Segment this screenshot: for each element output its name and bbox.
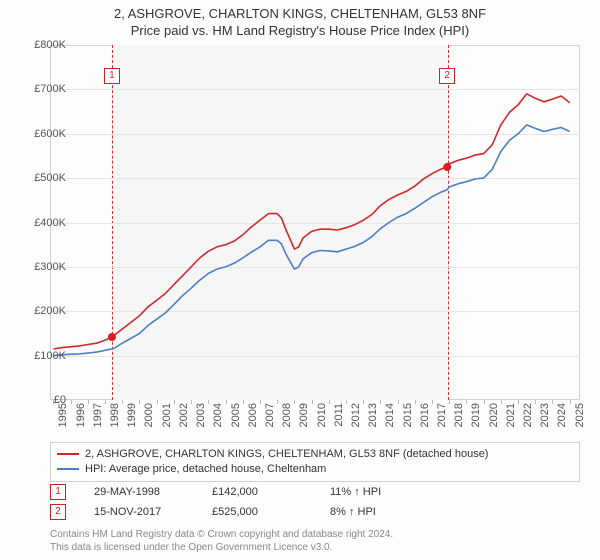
x-axis-tick-label: 1997 (92, 403, 104, 427)
x-axis-tick-label: 2019 (470, 403, 482, 427)
chart-title-line1: 2, ASHGROVE, CHARLTON KINGS, CHELTENHAM,… (0, 6, 600, 21)
y-axis-tick-label: £600K (20, 128, 66, 140)
transaction-row: 2 15-NOV-2017 £525,000 8% ↑ HPI (50, 502, 580, 522)
x-axis-tick-label: 2025 (574, 403, 586, 427)
x-axis-tick-label: 2007 (264, 403, 276, 427)
copyright-text: Contains HM Land Registry data © Crown c… (50, 529, 580, 554)
y-axis-tick-label: £100K (20, 350, 66, 362)
x-axis-tick-label: 2001 (161, 403, 173, 427)
x-axis-tick-label: 2003 (195, 403, 207, 427)
legend-label: 2, ASHGROVE, CHARLTON KINGS, CHELTENHAM,… (85, 447, 488, 461)
x-axis-tick-label: 2008 (281, 403, 293, 427)
chart-container: 2, ASHGROVE, CHARLTON KINGS, CHELTENHAM,… (0, 0, 600, 560)
legend-item-hpi: HPI: Average price, detached house, Chel… (57, 462, 573, 476)
x-axis-tick-label: 2021 (505, 403, 517, 427)
x-axis-tick-label: 2016 (419, 403, 431, 427)
x-axis-tick-label: 2002 (178, 403, 190, 427)
transaction-row: 1 29-MAY-1998 £142,000 11% ↑ HPI (50, 482, 580, 502)
x-axis-tick-label: 2024 (556, 403, 568, 427)
transaction-price: £525,000 (212, 506, 302, 518)
x-axis-tick-label: 2011 (333, 403, 345, 427)
y-axis-tick-label: £800K (20, 39, 66, 51)
x-axis-tick-label: 1999 (126, 403, 138, 427)
x-axis-tick-label: 2010 (316, 403, 328, 427)
transactions-list: 1 29-MAY-1998 £142,000 11% ↑ HPI 2 15-NO… (50, 482, 580, 522)
copyright-line1: Contains HM Land Registry data © Crown c… (50, 529, 580, 542)
transaction-date: 15-NOV-2017 (94, 506, 184, 518)
transaction-price: £142,000 (212, 486, 302, 498)
y-axis-tick-label: £400K (20, 217, 66, 229)
x-axis-tick-label: 2009 (298, 403, 310, 427)
y-axis-tick-label: £500K (20, 172, 66, 184)
x-axis-tick-label: 2005 (230, 403, 242, 427)
y-axis-tick-label: £200K (20, 305, 66, 317)
x-axis-tick-label: 1995 (57, 403, 69, 427)
x-axis-tick-label: 1998 (109, 403, 121, 427)
x-axis-tick-label: 2006 (247, 403, 259, 427)
x-axis-tick-label: 2012 (350, 403, 362, 427)
transaction-delta: 11% ↑ HPI (330, 486, 420, 498)
marker-box-label: 2 (439, 68, 455, 84)
legend-swatch-hpi (57, 468, 79, 470)
y-axis-tick-label: £0 (20, 394, 66, 406)
legend: 2, ASHGROVE, CHARLTON KINGS, CHELTENHAM,… (50, 442, 580, 482)
chart-title-line2: Price paid vs. HM Land Registry's House … (0, 23, 600, 38)
x-axis-tick-label: 2004 (212, 403, 224, 427)
transaction-marker-icon: 2 (50, 504, 66, 520)
y-axis-tick-label: £300K (20, 261, 66, 273)
x-axis-tick-label: 2023 (539, 403, 551, 427)
marker-box-label: 1 (104, 68, 120, 84)
copyright-line2: This data is licensed under the Open Gov… (50, 542, 580, 555)
x-axis-tick-label: 2015 (402, 403, 414, 427)
transaction-delta: 8% ↑ HPI (330, 506, 420, 518)
x-axis-tick-label: 1996 (75, 403, 87, 427)
legend-label: HPI: Average price, detached house, Chel… (85, 462, 326, 476)
x-axis-tick-label: 2017 (436, 403, 448, 427)
legend-swatch-price-paid (57, 453, 79, 455)
y-axis-tick-label: £700K (20, 83, 66, 95)
legend-item-price-paid: 2, ASHGROVE, CHARLTON KINGS, CHELTENHAM,… (57, 447, 573, 461)
transaction-date: 29-MAY-1998 (94, 486, 184, 498)
x-axis-tick-label: 2020 (488, 403, 500, 427)
x-axis-tick-label: 2000 (143, 403, 155, 427)
x-axis-tick-label: 2022 (522, 403, 534, 427)
x-axis-tick-label: 2013 (367, 403, 379, 427)
plot-area: 1995199619971998199920002001200220032004… (50, 45, 580, 400)
x-axis-tick-label: 2014 (384, 403, 396, 427)
transaction-marker-icon: 1 (50, 484, 66, 500)
x-axis-tick-label: 2018 (453, 403, 465, 427)
